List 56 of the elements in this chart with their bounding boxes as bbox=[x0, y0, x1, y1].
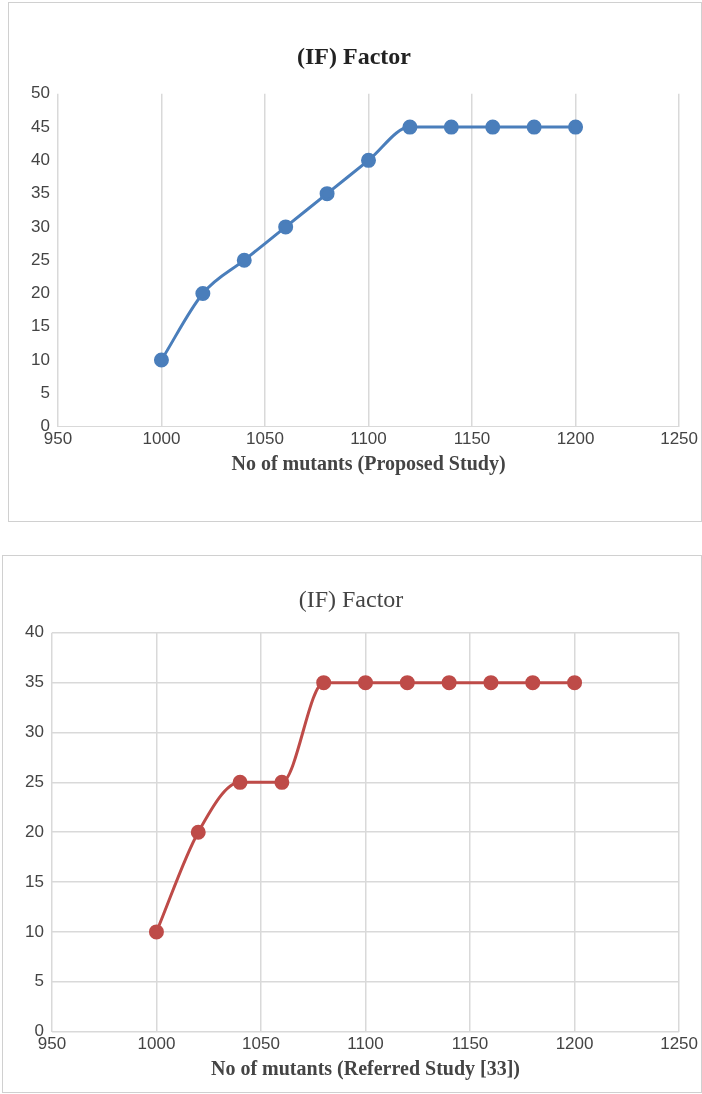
point bbox=[361, 152, 376, 168]
point bbox=[402, 119, 418, 135]
x-axis-title: No of mutants (Referred Study [33]) bbox=[210, 1057, 521, 1081]
point bbox=[399, 675, 415, 691]
x-tick-label: 1200 bbox=[556, 429, 595, 449]
y-tick-label: 15 bbox=[24, 871, 44, 891]
x-tick-label: 1150 bbox=[453, 429, 491, 449]
chart-title: (IF) Factor bbox=[298, 585, 404, 612]
y-tick-label: 25 bbox=[30, 249, 50, 269]
x-tick-label: 1100 bbox=[347, 1034, 384, 1054]
point bbox=[525, 675, 541, 691]
y-tick-label: 15 bbox=[30, 316, 50, 336]
y-tick-label: 5 bbox=[40, 383, 50, 403]
x-tick-label: 1050 bbox=[246, 429, 284, 449]
y-tick-label: 20 bbox=[24, 821, 44, 841]
point bbox=[232, 774, 248, 790]
y-tick-label: 50 bbox=[30, 83, 50, 103]
point bbox=[526, 119, 542, 135]
y-tick-label: 30 bbox=[30, 216, 50, 236]
y-tick-label: 10 bbox=[24, 921, 44, 941]
point bbox=[316, 675, 332, 691]
y-tick-label: 40 bbox=[30, 150, 50, 170]
point bbox=[443, 119, 459, 135]
x-axis-title: No of mutants (Proposed Study) bbox=[231, 452, 506, 476]
x-tick-label: 1050 bbox=[242, 1034, 280, 1054]
point bbox=[148, 924, 164, 940]
x-tick-label: 1200 bbox=[555, 1034, 594, 1054]
point bbox=[568, 119, 584, 135]
x-tick-label: 1150 bbox=[451, 1034, 489, 1054]
point bbox=[441, 675, 457, 691]
x-tick-label: 1100 bbox=[350, 429, 387, 449]
point bbox=[319, 186, 335, 202]
x-tick-label: 1250 bbox=[660, 1034, 698, 1054]
point bbox=[274, 774, 290, 790]
point bbox=[153, 352, 169, 368]
point bbox=[236, 252, 252, 268]
point bbox=[358, 675, 373, 691]
y-tick-label: 40 bbox=[24, 622, 44, 642]
chart-title: (IF) Factor bbox=[297, 42, 412, 69]
y-tick-label: 20 bbox=[30, 283, 50, 303]
y-tick-label: 45 bbox=[30, 116, 50, 136]
y-tick-label: 10 bbox=[30, 349, 50, 369]
y-tick-label: 35 bbox=[30, 183, 50, 203]
y-tick-label: 5 bbox=[34, 971, 44, 991]
x-tick-label: 1250 bbox=[660, 429, 698, 449]
point bbox=[195, 285, 211, 301]
point bbox=[483, 675, 499, 691]
point bbox=[567, 675, 583, 691]
y-tick-label: 25 bbox=[24, 772, 44, 792]
point bbox=[278, 219, 294, 235]
point bbox=[190, 824, 206, 840]
x-tick-label: 1000 bbox=[137, 1034, 176, 1054]
y-tick-label: 30 bbox=[24, 722, 44, 742]
y-tick-label: 35 bbox=[24, 672, 44, 692]
point bbox=[485, 119, 501, 135]
x-tick-label: 1000 bbox=[142, 429, 181, 449]
